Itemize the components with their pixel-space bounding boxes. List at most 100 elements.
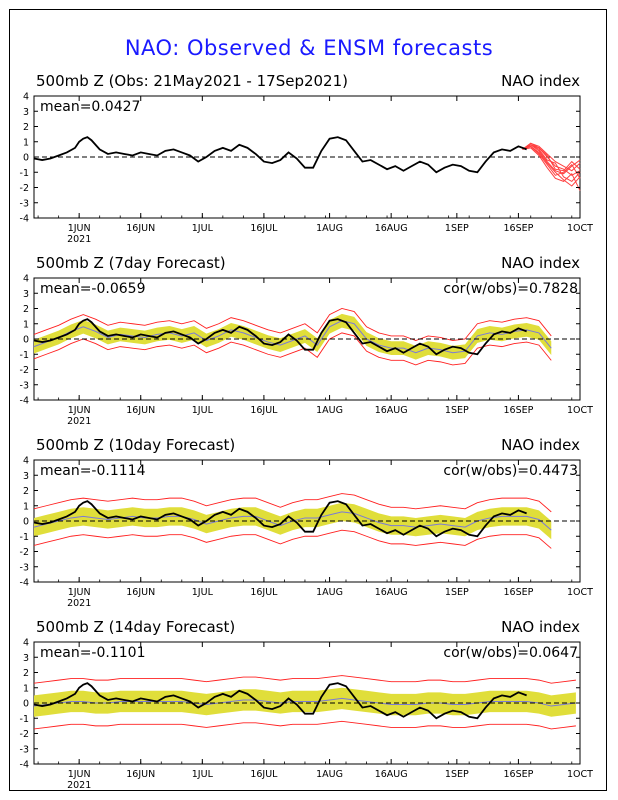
y-tick-label: 1 xyxy=(23,137,29,148)
spread-band xyxy=(34,687,576,717)
y-tick-label: -2 xyxy=(20,547,29,558)
x-tick-label: 16JUL xyxy=(250,769,278,780)
x-tick-label: 1SEP xyxy=(445,405,469,416)
x-tick-label: 16JUN xyxy=(126,769,155,780)
correlation-label: cor(w/obs)=0.7828 xyxy=(443,281,578,297)
mean-label: mean=-0.0659 xyxy=(40,281,145,297)
y-tick-label: 0 xyxy=(23,517,29,528)
x-tick-label: 1AUG xyxy=(316,223,343,234)
x-tick-label: 1JUN xyxy=(68,769,91,780)
correlation-label: cor(w/obs)=0.4473 xyxy=(443,463,578,479)
observed-line xyxy=(33,136,527,174)
y-tick-label: 2 xyxy=(23,304,29,315)
y-tick-label: 4 xyxy=(23,274,29,285)
x-tick-label: 16AUG xyxy=(375,405,408,416)
x-tick-label: 1JUN xyxy=(68,223,91,234)
mean-label: mean=-0.1114 xyxy=(40,463,146,479)
index-label: NAO index xyxy=(501,254,580,272)
y-tick-label: -2 xyxy=(20,183,29,194)
x-tick-label: 1JUL xyxy=(192,405,214,416)
x-tick-label: 16JUN xyxy=(126,405,155,416)
envelope-lower-line xyxy=(33,720,576,730)
x-tick-label: 1AUG xyxy=(316,587,343,598)
chart-title: 500mb Z (14day Forecast) xyxy=(36,618,235,636)
chart-title: 500mb Z (7day Forecast) xyxy=(36,254,226,272)
envelope-lower-line xyxy=(33,529,552,549)
x-tick-label: 16SEP xyxy=(503,223,533,234)
x-tick-label: 16JUN xyxy=(126,587,155,598)
y-tick-label: -2 xyxy=(20,365,29,376)
x-tick-label: 16AUG xyxy=(375,587,408,598)
envelope-upper-line xyxy=(33,493,552,513)
chart-title: 500mb Z (Obs: 21May2021 - 17Sep2021) xyxy=(36,72,348,90)
x-tick-label: 16JUL xyxy=(250,405,278,416)
x-tick-label: 16AUG xyxy=(375,769,408,780)
y-tick-label: 2 xyxy=(23,668,29,679)
x-tick-label: 1SEP xyxy=(445,587,469,598)
y-tick-label: 3 xyxy=(23,653,29,664)
correlation-label: cor(w/obs)=0.0647 xyxy=(443,645,578,661)
y-tick-label: 4 xyxy=(23,638,29,649)
y-tick-label: 1 xyxy=(23,683,29,694)
y-tick-label: -4 xyxy=(20,760,29,771)
x-tick-label: 1JUL xyxy=(192,769,214,780)
x-tick-label: 1OCT xyxy=(567,405,593,416)
x-tick-label: 1AUG xyxy=(316,405,343,416)
y-tick-label: -3 xyxy=(20,562,29,573)
chart-panel-2: 500mb Z (7day Forecast) NAO index 4 3 2 1 0 -1 -… xyxy=(20,254,594,427)
ensemble-mean-line xyxy=(33,697,576,707)
observed-line xyxy=(33,318,527,356)
chart-panel-4: 500mb Z (14day Forecast) NAO index 4 3 2 1 0 -1… xyxy=(20,618,594,791)
y-tick-label: 0 xyxy=(23,699,29,710)
x-tick-label: 1JUN xyxy=(68,587,91,598)
x-tick-label: 1SEP xyxy=(445,223,469,234)
y-tick-label: 2 xyxy=(23,122,29,133)
x-tick-sublabel: 2021 xyxy=(67,234,91,245)
x-tick-sublabel: 2021 xyxy=(67,598,91,609)
x-tick-label: 1OCT xyxy=(567,587,593,598)
index-label: NAO index xyxy=(501,618,580,636)
y-tick-label: 1 xyxy=(23,501,29,512)
x-tick-label: 16SEP xyxy=(503,405,533,416)
x-tick-label: 1JUL xyxy=(192,587,214,598)
x-tick-label: 1SEP xyxy=(445,769,469,780)
x-tick-label: 1JUL xyxy=(192,223,214,234)
y-tick-label: -3 xyxy=(20,380,29,391)
y-tick-label: -3 xyxy=(20,198,29,209)
x-tick-label: 1JUN xyxy=(68,405,91,416)
y-tick-label: 4 xyxy=(23,92,29,103)
x-tick-label: 16AUG xyxy=(375,223,408,234)
x-tick-label: 16SEP xyxy=(503,769,533,780)
observed-line xyxy=(33,682,527,720)
chart-title: 500mb Z (10day Forecast) xyxy=(36,436,235,454)
y-tick-label: -1 xyxy=(20,532,29,543)
x-tick-sublabel: 2021 xyxy=(67,780,91,791)
y-tick-label: -4 xyxy=(20,578,29,589)
y-tick-label: 0 xyxy=(23,153,29,164)
x-tick-label: 16JUL xyxy=(250,223,278,234)
y-tick-label: -2 xyxy=(20,729,29,740)
chart-panel-1: 500mb Z (Obs: 21May2021 - 17Sep2021) NAO … xyxy=(20,72,594,245)
y-tick-label: 0 xyxy=(23,335,29,346)
mean-label: mean=0.0427 xyxy=(40,99,140,115)
index-label: NAO index xyxy=(501,72,580,90)
forecast-member-line xyxy=(522,142,581,172)
forecast-member-line xyxy=(522,147,581,191)
x-tick-sublabel: 2021 xyxy=(67,416,91,427)
figure-frame xyxy=(9,9,607,791)
x-tick-label: 16JUN xyxy=(126,223,155,234)
x-tick-label: 16SEP xyxy=(503,587,533,598)
y-tick-label: -3 xyxy=(20,744,29,755)
chart-panel-3: 500mb Z (10day Forecast) NAO index 4 3 2 1 0 -1… xyxy=(20,436,594,609)
x-tick-label: 16JUL xyxy=(250,587,278,598)
x-tick-label: 1OCT xyxy=(567,769,593,780)
mean-label: mean=-0.1101 xyxy=(40,645,145,661)
x-tick-label: 1AUG xyxy=(316,769,343,780)
envelope-upper-line xyxy=(33,308,552,342)
y-tick-label: -1 xyxy=(20,714,29,725)
y-tick-label: 3 xyxy=(23,107,29,118)
index-label: NAO index xyxy=(501,436,580,454)
y-tick-label: -4 xyxy=(20,214,29,225)
envelope-lower-line xyxy=(33,332,552,366)
